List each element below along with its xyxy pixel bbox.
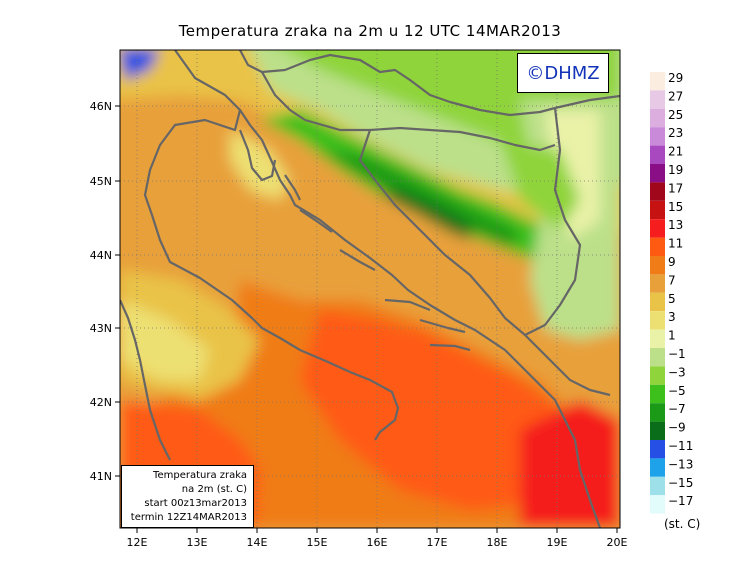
lat-label: 44N: [90, 249, 112, 262]
lon-label: 18E: [487, 536, 508, 549]
legend-label: 25: [668, 108, 683, 122]
legend-label: 13: [668, 218, 683, 232]
legend-label: −13: [668, 457, 693, 471]
lon-label: 17E: [427, 536, 448, 549]
legend-swatch: [650, 145, 665, 164]
info-line-1: Temperatura zraka: [153, 470, 247, 481]
legend-label: 15: [668, 200, 683, 214]
legend-label: −3: [668, 365, 686, 379]
lon-label: 16E: [367, 536, 388, 549]
lon-label: 20E: [607, 536, 628, 549]
legend-swatch: [650, 476, 665, 496]
temperature-field: [120, 50, 620, 528]
lat-label: 43N: [90, 322, 112, 335]
legend-label: 7: [668, 273, 676, 287]
legend-swatch: [650, 458, 665, 477]
legend-label: 1: [668, 329, 676, 343]
map-title: Temperatura zraka na 2m u 12 UTC 14MAR20…: [178, 22, 562, 40]
legend-unit: (st. C): [664, 517, 700, 531]
legend-swatch: [650, 329, 665, 348]
legend-label: −5: [668, 384, 686, 398]
latitude-labels: 46N 45N 44N 43N 42N 41N: [90, 100, 112, 483]
legend-swatch: [650, 495, 665, 514]
legend-swatch: [650, 90, 665, 109]
info-line-3: start 00z13mar2013: [144, 498, 247, 509]
legend-swatch: [650, 384, 665, 404]
legend-swatch: [650, 366, 665, 385]
legend-label: −11: [668, 439, 693, 453]
legend-label: −9: [668, 421, 686, 435]
legend-swatch: [650, 200, 665, 220]
legend-swatch: [650, 182, 665, 201]
legend-swatch: [650, 72, 665, 91]
axis-ticks: [115, 105, 618, 533]
legend-swatch: [650, 237, 665, 256]
legend-label: 21: [668, 145, 683, 159]
legend-label: −17: [668, 494, 693, 508]
legend-label: 9: [668, 255, 676, 269]
info-line-4: termin 12Z14MAR2013: [130, 512, 247, 523]
lat-label: 45N: [90, 175, 112, 188]
legend-label: 19: [668, 163, 683, 177]
legend-swatch: [650, 403, 665, 422]
legend-swatch: [650, 274, 665, 293]
legend-label: 3: [668, 310, 676, 324]
lat-label: 42N: [90, 396, 112, 409]
lon-label: 14E: [247, 536, 268, 549]
legend-swatch: [650, 311, 665, 330]
info-line-2: na 2m (st. C): [181, 484, 247, 495]
dhmz-logo: ©DHMZ: [517, 53, 609, 93]
color-legend: 29 27 25 23 21 19 17 15 13 11 9 7 5 3 1 −1 −3 −5 −7 −9 −11 −1…: [650, 71, 693, 514]
legend-label: 23: [668, 126, 683, 140]
lat-label: 41N: [90, 470, 112, 483]
lon-label: 15E: [307, 536, 328, 549]
legend-label: 17: [668, 181, 683, 195]
legend-label: 11: [668, 237, 683, 251]
legend-swatch: [650, 219, 665, 238]
legend-label: −7: [668, 402, 686, 416]
longitude-labels: 12E 13E 14E 15E 16E 17E 18E 19E 20E: [127, 536, 628, 549]
legend-label: 27: [668, 89, 683, 103]
lon-label: 13E: [187, 536, 208, 549]
legend-swatch: [650, 421, 665, 440]
legend-swatch: [650, 127, 665, 146]
legend-swatch: [650, 348, 665, 367]
legend-swatch: [650, 440, 665, 459]
lon-label: 19E: [547, 536, 568, 549]
legend-label: −15: [668, 476, 693, 490]
coastlines: [120, 50, 620, 528]
lat-label: 46N: [90, 100, 112, 113]
legend-swatch: [650, 164, 665, 183]
map-frame: [119, 49, 621, 529]
legend-swatch: [650, 256, 665, 275]
legend-label: 5: [668, 292, 676, 306]
info-box: Temperatura zraka na 2m (st. C) start 00…: [121, 465, 254, 528]
legend-swatch: [650, 292, 665, 312]
legend-swatch: [650, 108, 665, 128]
legend-label: 29: [668, 71, 683, 85]
lon-label: 12E: [127, 536, 148, 549]
legend-label: −1: [668, 347, 686, 361]
